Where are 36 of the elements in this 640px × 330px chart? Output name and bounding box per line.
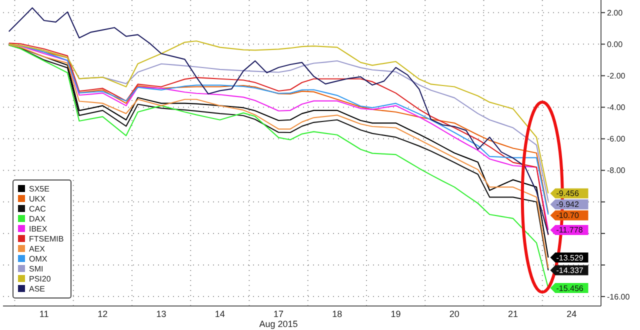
data-label: -15.456 <box>556 284 584 293</box>
x-tick-label: 14 <box>214 309 225 319</box>
y-tick-label: -16.00 <box>607 292 630 302</box>
data-label: -9.456 <box>556 189 580 198</box>
y-tick-label: -6.00 <box>607 134 626 144</box>
y-tick-label: -4.00 <box>607 103 626 112</box>
x-tick-label: 19 <box>390 309 401 319</box>
data-label: -11.778 <box>556 226 584 235</box>
data-label: -14.337 <box>556 266 584 276</box>
y-tick-label: -2.00 <box>607 72 626 81</box>
legend-label: CAC <box>29 204 46 214</box>
x-tick-label: 11 <box>39 309 49 319</box>
x-tick-label: 17 <box>274 309 284 319</box>
legend-label: SMI <box>29 264 44 274</box>
legend-label: OMX <box>29 254 48 264</box>
x-tick-label: 24 <box>566 309 577 319</box>
x-axis-title: Aug 2015 <box>259 319 298 329</box>
y-tick-label: 2.00 <box>607 8 624 18</box>
legend-label: FTSEMIB <box>29 234 64 244</box>
y-tick-label: -8.00 <box>607 166 626 176</box>
y-tick-label: 0.00 <box>607 40 624 49</box>
legend-label: SX5E <box>29 184 50 194</box>
x-tick-label: 12 <box>98 309 108 319</box>
data-label: -9.942 <box>556 200 580 210</box>
data-label: -10.70 <box>556 211 580 220</box>
legend-label: DAX <box>29 214 46 224</box>
data-label: -13.529 <box>556 253 584 262</box>
legend-label: UKX <box>29 194 46 204</box>
x-tick-label: 13 <box>156 309 166 319</box>
legend-label: IBEX <box>29 224 48 234</box>
x-tick-label: 21 <box>508 309 518 319</box>
x-tick-label: 18 <box>332 309 342 319</box>
x-tick-label: 20 <box>449 309 460 319</box>
legend-label: ASE <box>29 284 46 294</box>
legend-label: AEX <box>29 244 46 254</box>
legend-label: PSI20 <box>29 274 52 284</box>
